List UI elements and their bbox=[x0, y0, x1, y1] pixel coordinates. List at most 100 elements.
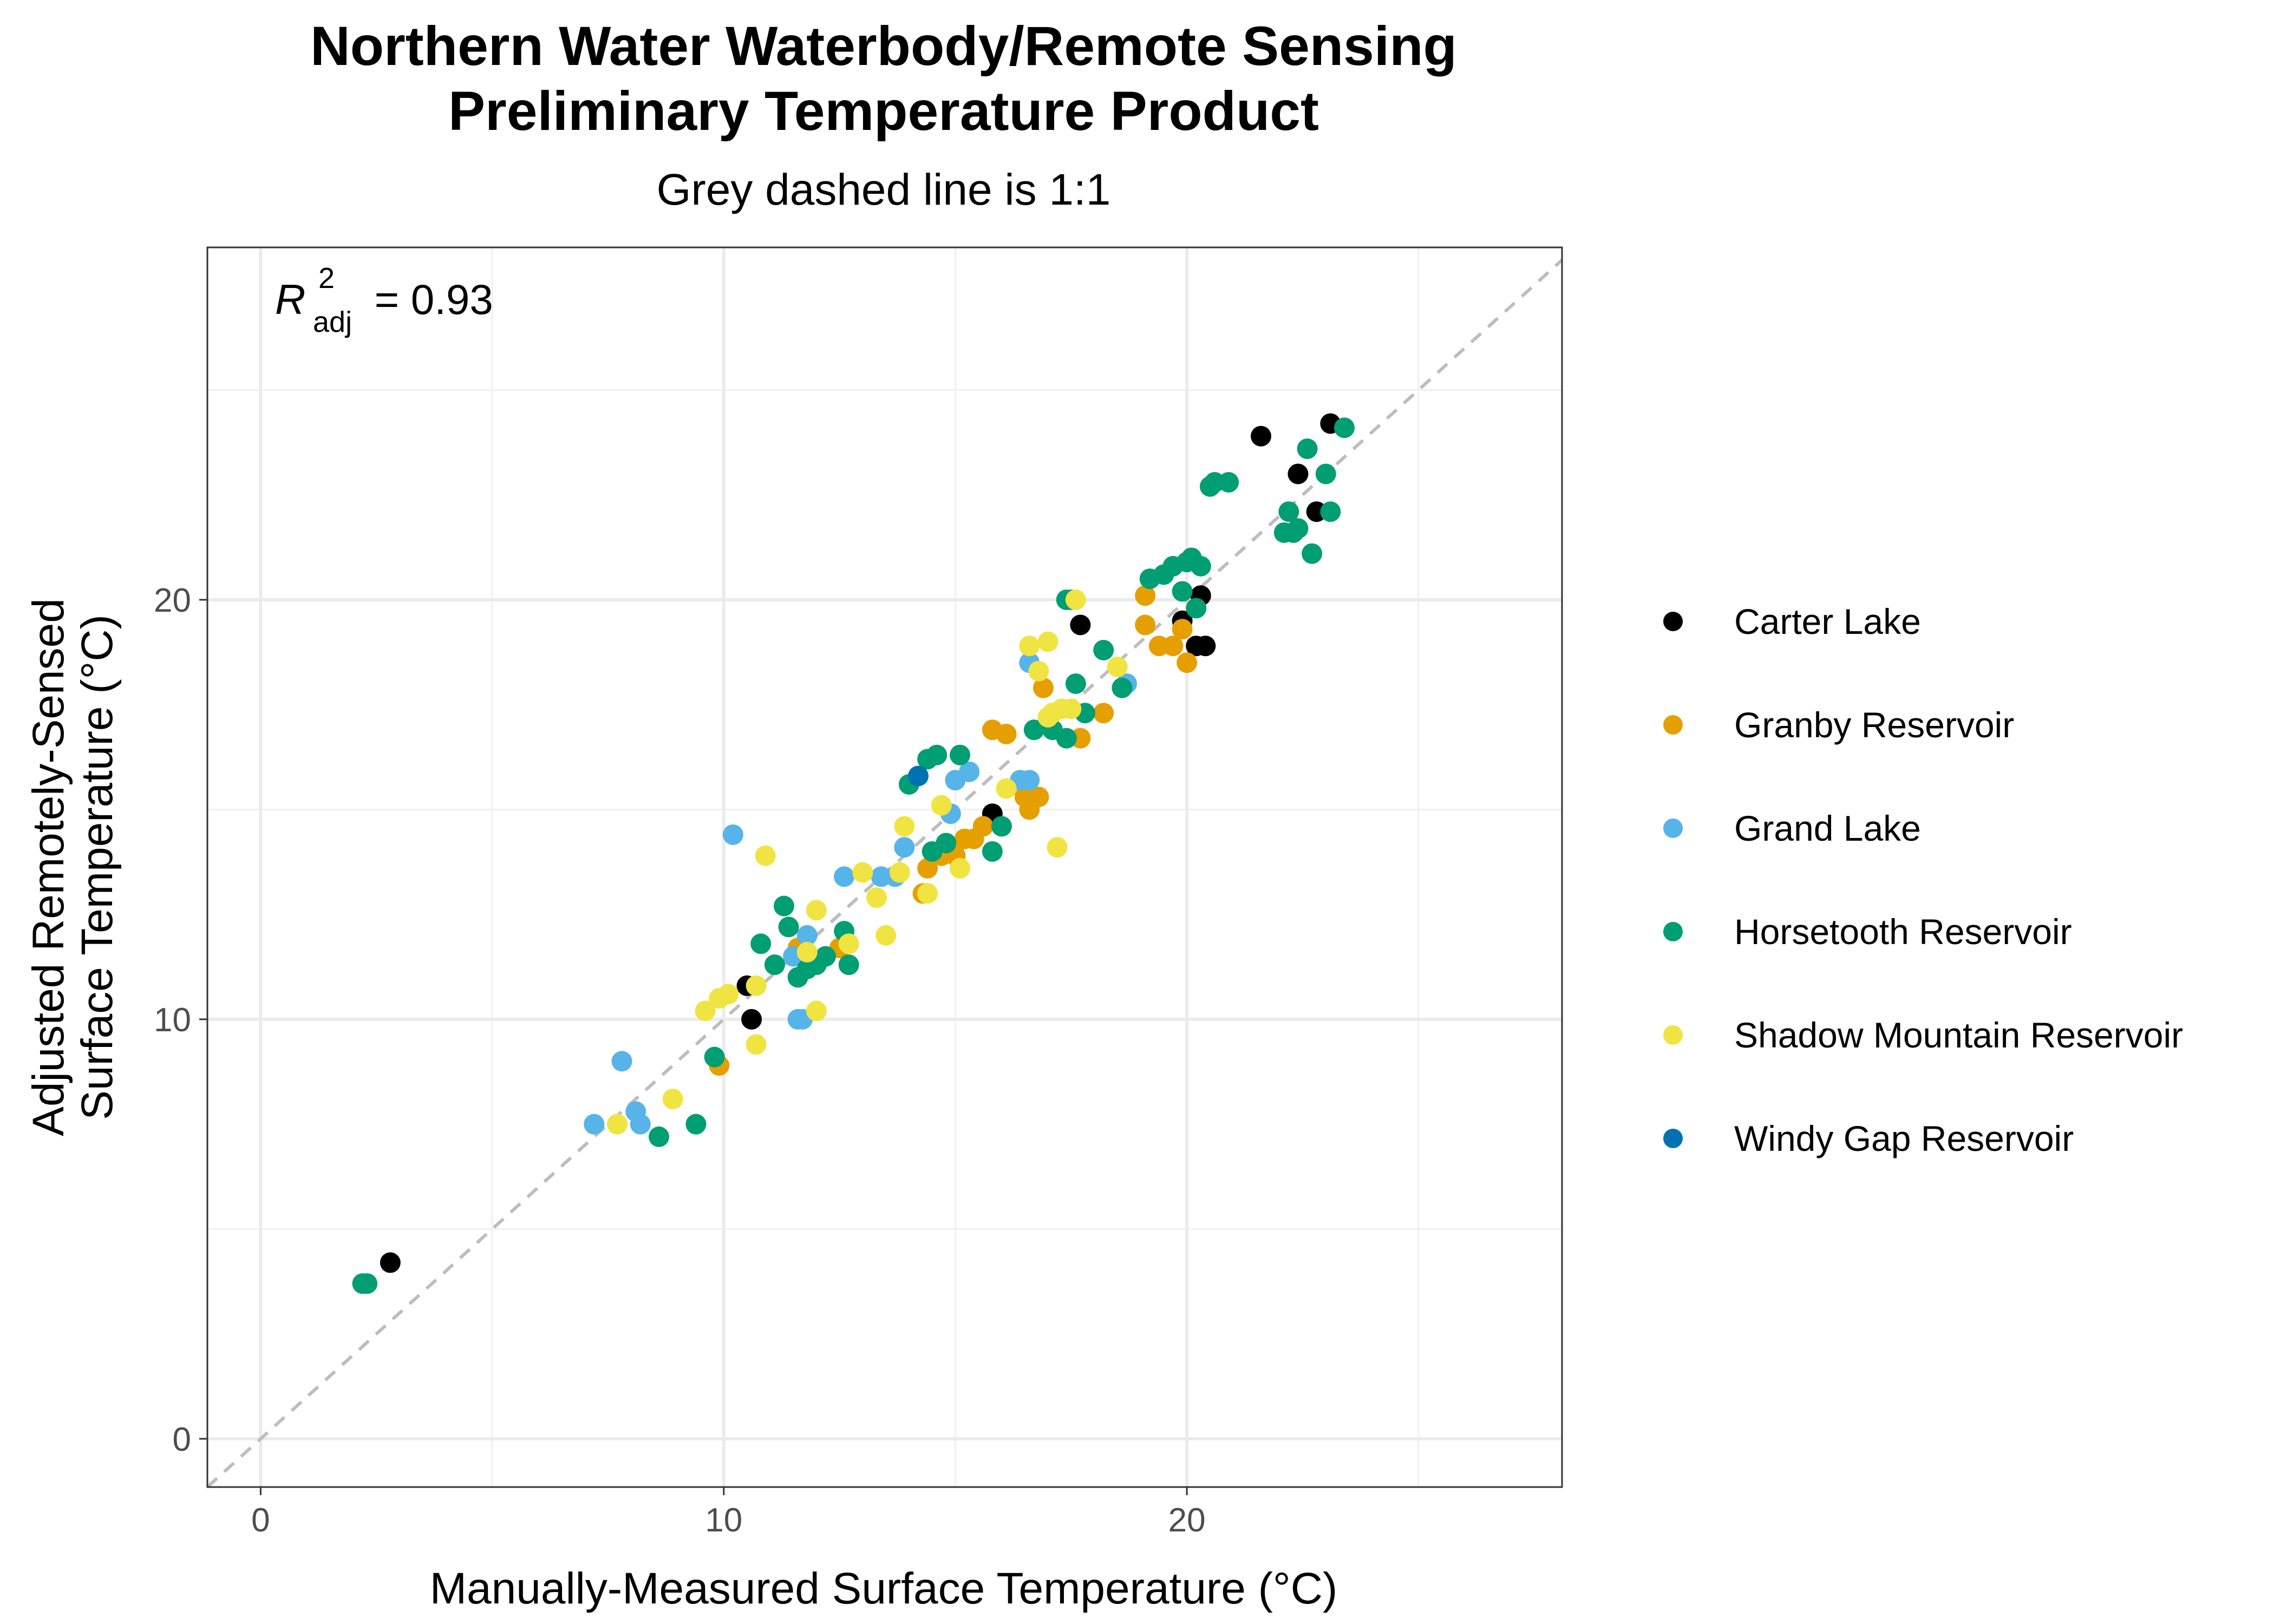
point-shadow-mountain-reservoir bbox=[796, 941, 818, 962]
point-grand-lake bbox=[722, 824, 743, 845]
point-horsetooth-reservoir bbox=[838, 954, 859, 975]
r-squared-subscript: adj bbox=[313, 306, 352, 338]
point-horsetooth-reservoir bbox=[922, 841, 943, 862]
y-tick-label: 10 bbox=[154, 1001, 191, 1039]
legend: Carter Lake Granby Reservoir Grand Lake Hor… bbox=[1663, 601, 2183, 1158]
point-shadow-mountain-reservoir bbox=[894, 816, 915, 837]
point-horsetooth-reservoir bbox=[991, 816, 1012, 837]
point-horsetooth-reservoir bbox=[1218, 472, 1239, 493]
point-carter-lake bbox=[1070, 614, 1091, 636]
legend-label: Horsetooth Reservoir bbox=[1734, 912, 2072, 952]
chart-title-line2: Preliminary Temperature Product bbox=[448, 80, 1319, 142]
legend-label: Granby Reservoir bbox=[1734, 705, 2014, 745]
point-shadow-mountain-reservoir bbox=[875, 925, 897, 946]
point-horsetooth-reservoir bbox=[1288, 518, 1309, 539]
point-grand-lake bbox=[611, 1051, 632, 1072]
point-grand-lake bbox=[796, 925, 818, 946]
point-horsetooth-reservoir bbox=[1172, 581, 1193, 602]
point-shadow-mountain-reservoir bbox=[1028, 660, 1049, 682]
point-horsetooth-reservoir bbox=[773, 895, 794, 916]
point-granby-reservoir bbox=[917, 857, 938, 879]
point-granby-reservoir bbox=[1033, 677, 1054, 698]
point-shadow-mountain-reservoir bbox=[718, 984, 739, 1005]
point-granby-reservoir bbox=[996, 723, 1017, 744]
legend-key bbox=[1663, 1025, 1683, 1045]
x-tick-label: 20 bbox=[1168, 1502, 1206, 1539]
legend-label: Carter Lake bbox=[1734, 601, 1921, 641]
point-shadow-mountain-reservoir bbox=[746, 1034, 767, 1055]
point-carter-lake bbox=[741, 1009, 762, 1030]
point-shadow-mountain-reservoir bbox=[996, 778, 1017, 799]
x-tick-label: 10 bbox=[705, 1502, 742, 1539]
point-horsetooth-reservoir bbox=[704, 1046, 725, 1068]
x-axis-title: Manually-Measured Surface Temperature (°… bbox=[430, 1564, 1338, 1613]
point-shadow-mountain-reservoir bbox=[950, 857, 970, 879]
point-grand-lake bbox=[894, 837, 915, 858]
r-squared-symbol: R bbox=[275, 276, 305, 323]
plot-panel-border bbox=[206, 246, 1563, 1488]
legend-label: Windy Gap Reservoir bbox=[1734, 1118, 2074, 1158]
point-shadow-mountain-reservoir bbox=[917, 883, 938, 904]
legend-key bbox=[1663, 612, 1683, 631]
major-gridlines bbox=[207, 247, 1562, 1487]
point-horsetooth-reservoir bbox=[357, 1273, 378, 1294]
point-granby-reservoir bbox=[1172, 619, 1193, 640]
point-grand-lake bbox=[834, 866, 855, 887]
point-granby-reservoir bbox=[972, 816, 994, 837]
point-carter-lake bbox=[1251, 425, 1271, 447]
legend-key bbox=[1663, 1129, 1683, 1148]
point-horsetooth-reservoir bbox=[1278, 501, 1299, 522]
legend-key bbox=[1663, 922, 1683, 941]
legend-label: Shadow Mountain Reservoir bbox=[1734, 1015, 2183, 1055]
point-horsetooth-reservoir bbox=[1302, 543, 1323, 564]
point-horsetooth-reservoir bbox=[1190, 555, 1211, 577]
y-axis-title-line1: Adjusted Remotely-Sensed bbox=[24, 598, 73, 1136]
r-squared-value: = 0.93 bbox=[363, 276, 493, 323]
point-shadow-mountain-reservoir bbox=[695, 1000, 716, 1021]
point-granby-reservoir bbox=[1177, 652, 1198, 673]
y-axis-title: Adjusted Remotely-Sensed Surface Tempera… bbox=[24, 598, 122, 1136]
point-carter-lake bbox=[380, 1252, 401, 1273]
point-horsetooth-reservoir bbox=[1093, 639, 1114, 660]
x-tick-label: 0 bbox=[251, 1502, 270, 1539]
point-granby-reservoir bbox=[1028, 787, 1049, 808]
point-shadow-mountain-reservoir bbox=[889, 862, 910, 883]
point-shadow-mountain-reservoir bbox=[755, 845, 776, 866]
point-horsetooth-reservoir bbox=[778, 916, 799, 938]
point-horsetooth-reservoir bbox=[764, 954, 785, 975]
point-shadow-mountain-reservoir bbox=[1107, 656, 1128, 677]
point-granby-reservoir bbox=[1093, 703, 1114, 724]
legend-label: Grand Lake bbox=[1734, 808, 1921, 848]
point-horsetooth-reservoir bbox=[1112, 677, 1133, 698]
point-horsetooth-reservoir bbox=[685, 1114, 707, 1135]
legend-key bbox=[1663, 715, 1683, 735]
x-axis-ticks: 0 10 20 bbox=[251, 1487, 1206, 1539]
point-shadow-mountain-reservoir bbox=[1019, 636, 1040, 657]
point-horsetooth-reservoir bbox=[982, 841, 1003, 862]
point-horsetooth-reservoir bbox=[815, 946, 836, 967]
point-carter-lake bbox=[1288, 463, 1309, 484]
point-windy-gap-reservoir bbox=[908, 765, 929, 787]
point-shadow-mountain-reservoir bbox=[746, 975, 767, 996]
point-shadow-mountain-reservoir bbox=[866, 887, 887, 908]
point-horsetooth-reservoir bbox=[649, 1126, 669, 1147]
point-horsetooth-reservoir bbox=[1334, 417, 1355, 438]
point-grand-lake bbox=[584, 1114, 605, 1135]
point-horsetooth-reservoir bbox=[1315, 463, 1336, 484]
point-shadow-mountain-reservoir bbox=[852, 862, 873, 883]
y-tick-label: 0 bbox=[173, 1421, 191, 1458]
point-shadow-mountain-reservoir bbox=[662, 1089, 683, 1110]
point-grand-lake bbox=[1019, 770, 1040, 791]
point-shadow-mountain-reservoir bbox=[607, 1114, 628, 1135]
point-granby-reservoir bbox=[1135, 585, 1156, 606]
point-horsetooth-reservoir bbox=[1297, 438, 1318, 459]
point-horsetooth-reservoir bbox=[926, 744, 948, 765]
data-points bbox=[352, 413, 1355, 1294]
r-squared-superscript: 2 bbox=[318, 262, 335, 294]
point-carter-lake bbox=[1195, 636, 1216, 657]
y-tick-label: 20 bbox=[154, 582, 191, 619]
point-horsetooth-reservoir bbox=[1320, 501, 1341, 522]
point-grand-lake bbox=[630, 1114, 651, 1135]
point-grand-lake bbox=[959, 761, 980, 782]
